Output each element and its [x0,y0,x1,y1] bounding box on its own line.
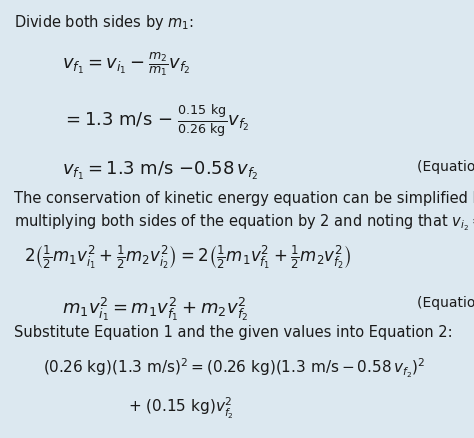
Text: $2\left(\frac{1}{2}m_1 v_{i_1}^2 + \frac{1}{2}m_2 v_{i_2}^2\right) = 2\left(\fra: $2\left(\frac{1}{2}m_1 v_{i_1}^2 + \frac… [24,243,352,271]
Text: $v_{f_1} = 1.3$ m/s $- 0.58\,v_{f_2}$: $v_{f_1} = 1.3$ m/s $- 0.58\,v_{f_2}$ [62,160,258,182]
Text: $= 1.3$ m/s $-$ $\frac{0.15\ \mathrm{kg}}{0.26\ \mathrm{kg}}v_{f_2}$: $= 1.3$ m/s $-$ $\frac{0.15\ \mathrm{kg}… [62,103,249,138]
Text: (Equation 1): (Equation 1) [417,160,474,174]
Text: Divide both sides by $m_1$:: Divide both sides by $m_1$: [14,13,194,32]
Text: $m_1 v_{i_1}^2 = m_1 v_{f_1}^2 + m_2 v_{f_2}^2$: $m_1 v_{i_1}^2 = m_1 v_{f_1}^2 + m_2 v_{… [62,296,248,323]
Text: The conservation of kinetic energy equation can be simplified by: The conservation of kinetic energy equat… [14,191,474,205]
Text: Substitute Equation 1 and the given values into Equation 2:: Substitute Equation 1 and the given valu… [14,325,453,340]
Text: $(0.26\ \mathrm{kg})(1.3\ \mathrm{m/s})^2 = (0.26\ \mathrm{kg})(1.3\ \mathrm{m/s: $(0.26\ \mathrm{kg})(1.3\ \mathrm{m/s})^… [43,357,425,380]
Text: $v_{f_1} = v_{i_1} - \frac{m_2}{m_1}v_{f_2}$: $v_{f_1} = v_{i_1} - \frac{m_2}{m_1}v_{f… [62,50,190,78]
Text: $+\ (0.15\ \mathrm{kg})v_{f_2}^2$: $+\ (0.15\ \mathrm{kg})v_{f_2}^2$ [128,396,234,421]
Text: (Equation 2): (Equation 2) [417,296,474,310]
Text: multiplying both sides of the equation by 2 and noting that $v_{i_2} = 0$:: multiplying both sides of the equation b… [14,212,474,233]
